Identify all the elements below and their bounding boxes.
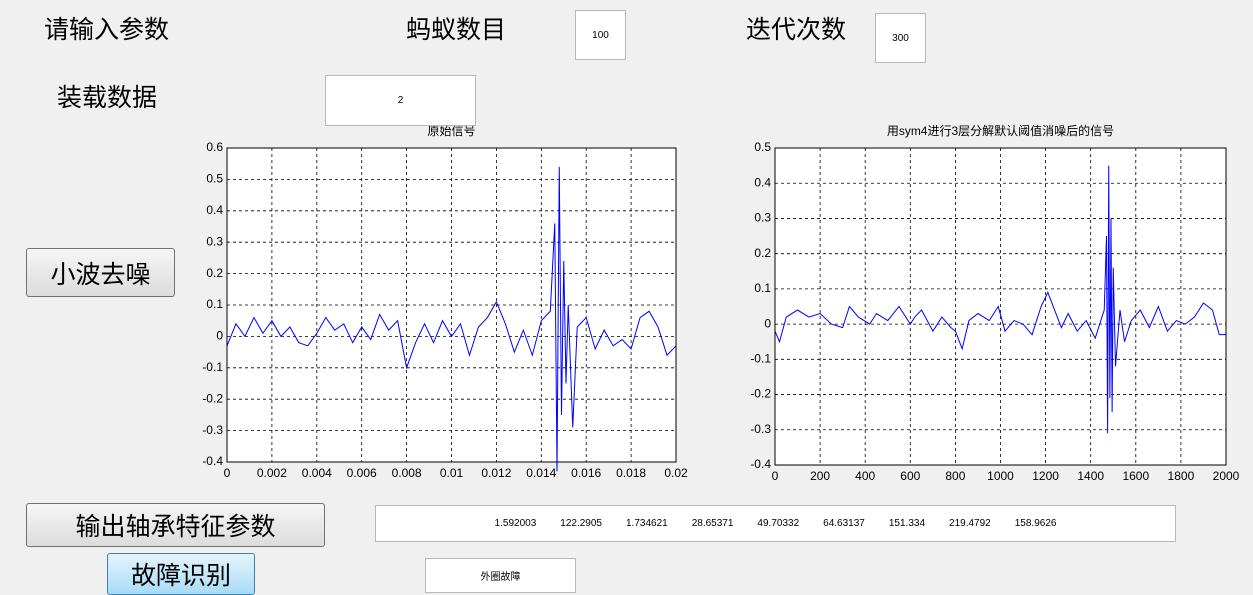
x-tick-label: 800 bbox=[945, 469, 965, 483]
y-tick-label: -0.1 bbox=[202, 360, 223, 374]
feature-value: 158.9626 bbox=[1014, 518, 1057, 529]
plot-frame bbox=[774, 147, 1227, 466]
x-tick-label: 0.002 bbox=[257, 466, 287, 480]
x-tick-label: 200 bbox=[810, 469, 830, 483]
x-tick-label: 1200 bbox=[1032, 469, 1059, 483]
feature-value: 49.70332 bbox=[757, 518, 800, 529]
x-tick-label: 0.018 bbox=[616, 466, 646, 480]
denoise-button[interactable]: 小波去噪 bbox=[26, 248, 175, 297]
x-tick-label: 0.004 bbox=[302, 466, 332, 480]
features-output: 1.592003 122.2905 1.734621 28.65371 49.70332… bbox=[375, 505, 1176, 542]
ants-input[interactable]: 100 bbox=[575, 10, 626, 60]
feature-value: 28.65371 bbox=[691, 518, 734, 529]
x-tick-label: 0.014 bbox=[526, 466, 556, 480]
feature-value: 122.2905 bbox=[560, 518, 602, 529]
ants-label: 蚂蚁数目 bbox=[406, 17, 507, 44]
x-tick-label: 0.008 bbox=[392, 466, 422, 480]
x-tick-label: 0.02 bbox=[664, 466, 688, 480]
x-tick-label: 1400 bbox=[1077, 469, 1104, 483]
x-tick-label: 0.016 bbox=[571, 466, 601, 480]
iter-input[interactable]: 300 bbox=[875, 13, 926, 63]
y-tick-label: -0.3 bbox=[202, 423, 223, 437]
y-tick-label: 0.5 bbox=[206, 172, 223, 186]
signal-line bbox=[774, 165, 1226, 434]
x-tick-label: 0.006 bbox=[347, 466, 377, 480]
y-tick-label: 0 bbox=[216, 329, 223, 343]
x-tick-label: 2000 bbox=[1213, 469, 1240, 483]
y-tick-label: -0.4 bbox=[202, 454, 223, 468]
load-input[interactable]: 2 bbox=[325, 75, 476, 126]
y-tick-label: -0.2 bbox=[202, 391, 223, 405]
x-tick-label: 0 bbox=[224, 466, 231, 480]
iter-label: 迭代次数 bbox=[746, 17, 847, 44]
x-tick-label: 0 bbox=[772, 469, 779, 483]
x-tick-label: 0.012 bbox=[481, 466, 511, 480]
y-tick-label: -0.1 bbox=[750, 352, 771, 366]
y-tick-label: -0.4 bbox=[750, 457, 771, 471]
features-button[interactable]: 输出轴承特征参数 bbox=[26, 503, 325, 547]
result-output: 外圈故障 bbox=[425, 558, 576, 593]
x-tick-label: 1600 bbox=[1122, 469, 1149, 483]
feature-value: 64.63137 bbox=[823, 518, 865, 529]
x-tick-label: 0.01 bbox=[440, 466, 464, 480]
x-tick-label: 400 bbox=[855, 469, 875, 483]
y-tick-label: 0.5 bbox=[754, 140, 771, 154]
feature-value: 1.592003 bbox=[494, 518, 537, 529]
signal-line bbox=[226, 166, 677, 472]
feature-value: 219.4792 bbox=[949, 518, 991, 529]
feature-value: 151.334 bbox=[888, 518, 926, 529]
y-tick-label: 0.4 bbox=[754, 175, 771, 189]
diagnose-button[interactable]: 故障识别 bbox=[107, 553, 255, 595]
x-tick-label: 600 bbox=[900, 469, 920, 483]
y-tick-label: 0.4 bbox=[206, 203, 223, 217]
chart-title: 原始信号 bbox=[427, 124, 475, 138]
y-tick-label: -0.2 bbox=[750, 387, 771, 401]
y-tick-label: 0.6 bbox=[206, 140, 223, 154]
feature-value: 1.734621 bbox=[625, 518, 668, 529]
y-tick-label: 0.1 bbox=[754, 281, 771, 295]
x-tick-label: 1800 bbox=[1168, 469, 1195, 483]
x-tick-label: 1000 bbox=[987, 469, 1014, 483]
params-heading: 请输入参数 bbox=[44, 17, 170, 44]
y-tick-label: 0.3 bbox=[754, 211, 771, 225]
chart-title: 用sym4进行3层分解默认阈值消噪后的信号 bbox=[887, 123, 1114, 138]
y-tick-label: -0.3 bbox=[750, 422, 771, 436]
y-tick-label: 0 bbox=[764, 316, 771, 330]
y-tick-label: 0.1 bbox=[206, 297, 223, 311]
y-tick-label: 0.2 bbox=[754, 246, 771, 260]
y-tick-label: 0.3 bbox=[206, 234, 223, 248]
y-tick-label: 0.2 bbox=[206, 266, 223, 280]
load-label: 装载数据 bbox=[57, 85, 158, 112]
plot-frame bbox=[226, 147, 677, 463]
